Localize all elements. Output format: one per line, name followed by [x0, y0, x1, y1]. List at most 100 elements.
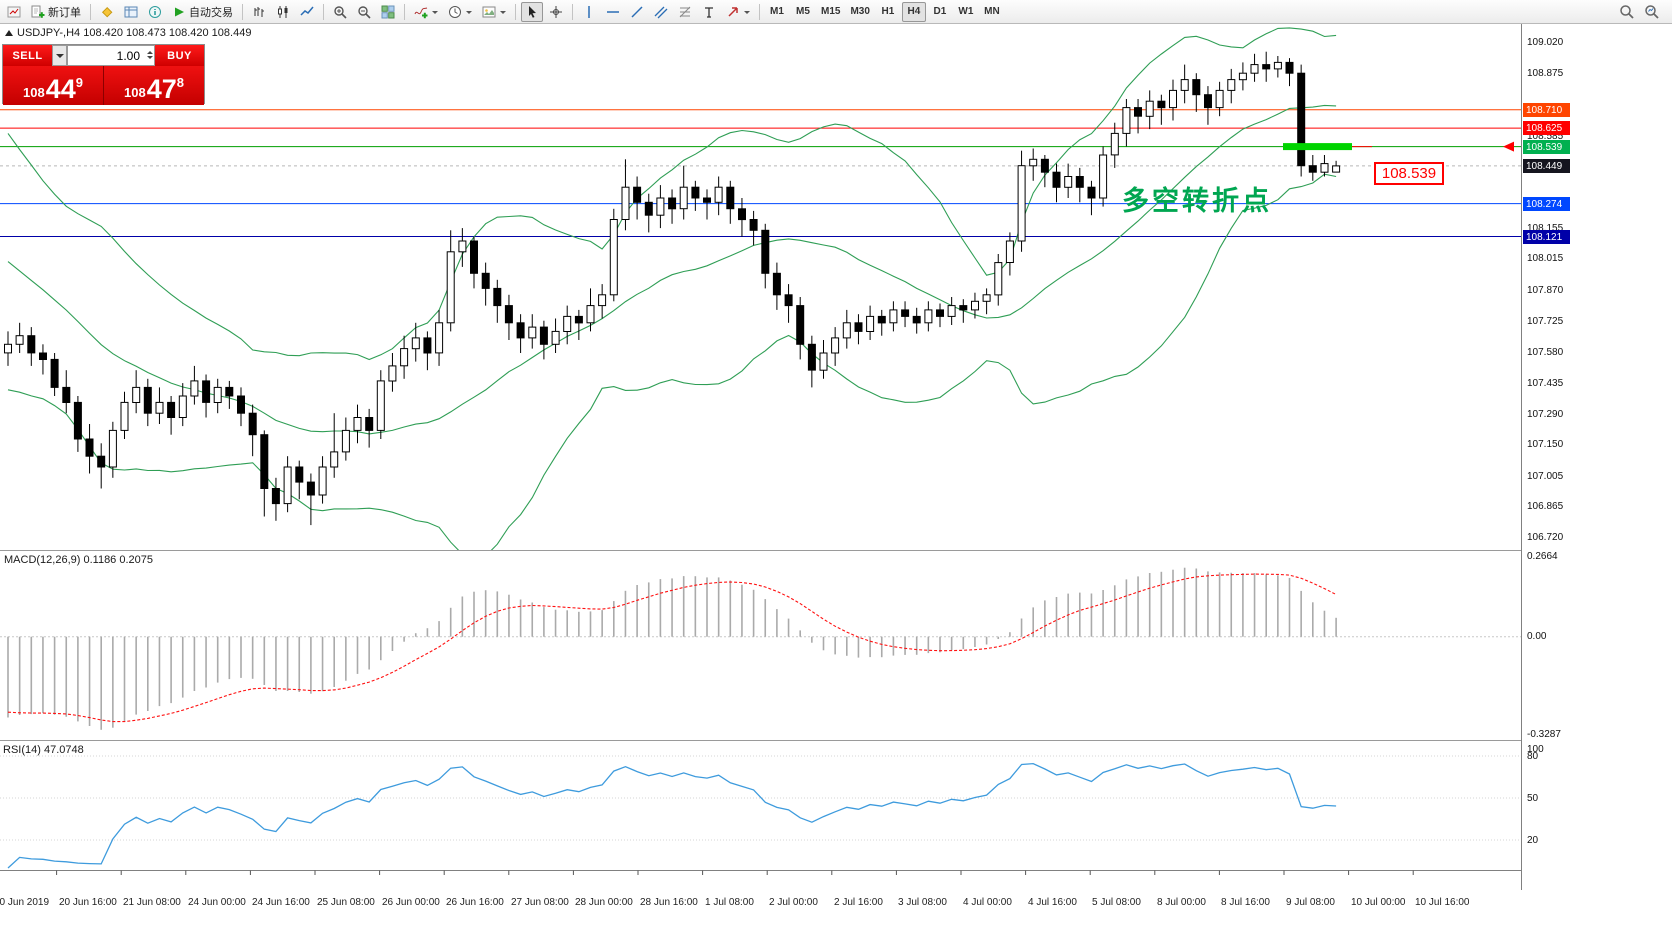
zoom-out-button[interactable]: [353, 2, 375, 22]
search-symbol-button[interactable]: [1615, 2, 1638, 22]
toolbar-separator: [759, 3, 760, 20]
chevron-down-icon: [500, 11, 506, 17]
price-tick-107.580: 107.580: [1527, 347, 1564, 358]
data-window-button[interactable]: [144, 2, 166, 22]
time-axis[interactable]: 10 Jun 2019 20 Jun 16:00 21 Jun 08:00 24 Ju…: [0, 894, 1522, 914]
bid-big-digits: 44: [45, 74, 76, 104]
time-label: 21 Jun 08:00: [123, 897, 181, 908]
rsi-pane: [0, 755, 1522, 869]
autotrading-button[interactable]: 自动交易: [168, 2, 237, 22]
chart-line-icon: [300, 5, 314, 19]
price-callout-label[interactable]: 108.539: [1374, 162, 1444, 185]
rsi-scale-80: 80: [1527, 751, 1539, 762]
text-button[interactable]: [698, 2, 720, 22]
lot-dropdown-button[interactable]: [52, 45, 67, 66]
price-tick-106.720: 106.720: [1527, 532, 1564, 543]
timeframe-h1-button[interactable]: H1: [876, 2, 900, 22]
chart-line-button[interactable]: [296, 2, 318, 22]
metaeditor-icon: [100, 5, 114, 19]
time-label: 9 Jul 08:00: [1286, 897, 1335, 908]
timeframe-h4-button[interactable]: H4: [901, 1, 926, 22]
buy-button[interactable]: BUY: [155, 45, 204, 66]
new-order-button[interactable]: 新订单: [27, 2, 85, 22]
market-watch-button[interactable]: [120, 2, 142, 22]
lot-stepper[interactable]: [147, 47, 153, 62]
chinese-annotation-text[interactable]: 多空转折点: [1122, 186, 1272, 216]
timeframe-m15-button[interactable]: M15: [817, 2, 844, 22]
chart-bars-button[interactable]: [248, 2, 270, 22]
price-tick-107.150: 107.150: [1527, 439, 1564, 450]
chevron-down-icon: [55, 53, 64, 62]
zoom-out-icon: [357, 5, 371, 19]
trendline-button[interactable]: [626, 2, 648, 22]
cursor-button[interactable]: [521, 1, 543, 22]
time-label: 8 Jul 16:00: [1221, 897, 1270, 908]
vertical-line-button[interactable]: [578, 2, 600, 22]
macd-histogram: [7, 567, 1337, 730]
metaeditor-button[interactable]: [96, 2, 118, 22]
price-tag-108.449: 108.449: [1523, 159, 1570, 173]
toolbar-right-group: [1614, 2, 1664, 22]
left-arrow-marker-icon: [1503, 141, 1514, 152]
chart-candles-button[interactable]: [272, 2, 294, 22]
symbol-header: USDJPY-,H4 108.420 108.473 108.420 108.4…: [5, 27, 251, 39]
price-tick-109.020: 109.020: [1527, 37, 1564, 48]
data-window-icon: [148, 5, 162, 19]
bid-price-button[interactable]: 108 44 9: [3, 66, 104, 105]
time-label: 25 Jun 08:00: [317, 897, 375, 908]
chart-bars-icon: [252, 5, 266, 19]
toolbar-separator: [515, 3, 516, 20]
time-label: 2 Jul 00:00: [769, 897, 818, 908]
sell-button[interactable]: SELL: [3, 45, 52, 66]
fibonacci-button[interactable]: [674, 2, 696, 22]
price-tag-108.274: 108.274: [1523, 197, 1570, 211]
crosshair-button[interactable]: [545, 2, 567, 22]
search-icon: [1619, 4, 1634, 19]
time-label: 28 Jun 00:00: [575, 897, 633, 908]
time-label: 1 Jul 08:00: [705, 897, 754, 908]
timeframe-w1-button[interactable]: W1: [954, 2, 978, 22]
time-label: 28 Jun 16:00: [640, 897, 698, 908]
timeframe-m1-button[interactable]: M1: [765, 2, 789, 22]
toolbar-separator: [242, 3, 243, 20]
symbol-ohlc-text: USDJPY-,H4 108.420 108.473 108.420 108.4…: [17, 27, 252, 39]
timeframe-m5-button[interactable]: M5: [791, 2, 815, 22]
price-tick-108.875: 108.875: [1527, 68, 1564, 79]
price-axis[interactable]: 109.020 108.875 108.585 108.155 108.015 107.8…: [1522, 24, 1672, 890]
time-label: 3 Jul 08:00: [898, 897, 947, 908]
fibonacci-icon: [678, 5, 692, 19]
indicators-button[interactable]: [410, 2, 442, 22]
macd-label: MACD(12,26,9) 0.1186 0.2075: [4, 554, 153, 566]
ask-price-button[interactable]: 108 47 8: [104, 66, 204, 105]
lot-size-input[interactable]: [68, 46, 154, 65]
chevron-down-icon: [744, 11, 750, 17]
channel-button[interactable]: [650, 2, 672, 22]
macd-pane: [0, 567, 1522, 730]
timeframe-mn-button[interactable]: MN: [980, 2, 1004, 22]
timeframe-d1-button[interactable]: D1: [928, 2, 952, 22]
stepper-down-icon: [147, 56, 153, 62]
crosshair-icon: [549, 5, 563, 19]
horizontal-line-button[interactable]: [602, 2, 624, 22]
zoom-in-button[interactable]: [329, 2, 351, 22]
templates-button[interactable]: [478, 2, 510, 22]
price-tick-107.725: 107.725: [1527, 316, 1564, 327]
time-label: 2 Jul 16:00: [834, 897, 883, 908]
app-icon-button[interactable]: [3, 2, 25, 22]
quick-search-button[interactable]: [1640, 2, 1663, 22]
chart-canvas[interactable]: [0, 24, 1522, 890]
time-label: 4 Jul 00:00: [963, 897, 1012, 908]
price-tag-108.710: 108.710: [1523, 103, 1570, 117]
tile-windows-button[interactable]: [377, 2, 399, 22]
lot-size-field: [67, 45, 155, 66]
zoom-in-icon: [333, 5, 347, 19]
macd-scale-0.00: 0.00: [1527, 631, 1547, 642]
time-label: 24 Jun 16:00: [252, 897, 310, 908]
timeframe-m30-button[interactable]: M30: [846, 2, 873, 22]
arrows-button[interactable]: [722, 2, 754, 22]
time-label: 24 Jun 00:00: [188, 897, 246, 908]
periods-button[interactable]: [444, 2, 476, 22]
rsi-scale-100: 100: [1527, 744, 1544, 755]
